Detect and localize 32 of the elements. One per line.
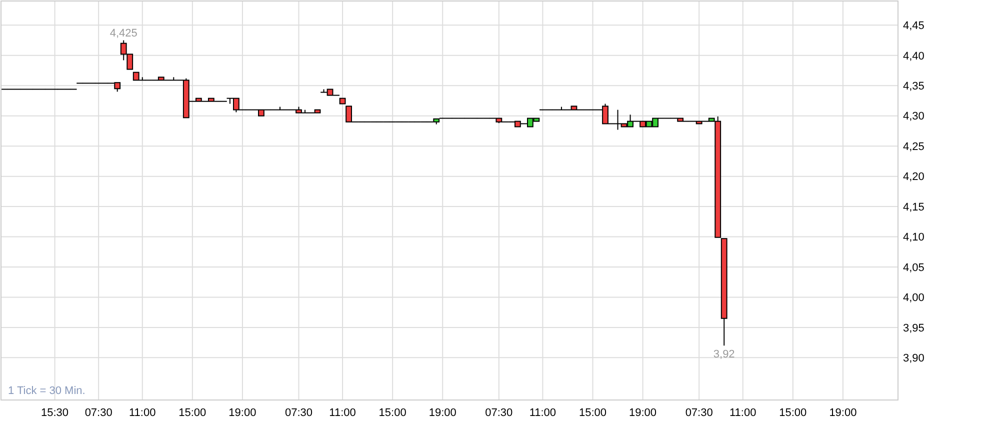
x-tick-label: 15:00 <box>578 406 607 419</box>
y-tick-label: 4,35 <box>903 80 924 92</box>
x-tick-label: 11:00 <box>730 406 756 419</box>
y-tick-label: 4,25 <box>903 140 924 153</box>
x-tick-label: 07:30 <box>284 406 313 419</box>
x-tick-label: 19:00 <box>428 406 456 419</box>
x-tick-label: 15:00 <box>178 406 206 419</box>
x-tick-label: 19:00 <box>829 406 857 419</box>
x-tick-label: 19:00 <box>228 406 256 419</box>
y-tick-label: 4,10 <box>903 232 924 244</box>
x-tick-label: 15:00 <box>378 406 406 419</box>
y-tick-label: 4,45 <box>903 20 924 32</box>
annotation: 3,92 <box>713 348 735 361</box>
annotation: 4,425 <box>110 27 138 40</box>
x-tick-label: 11:00 <box>529 406 556 419</box>
x-tick-label: 07:30 <box>685 406 713 419</box>
y-tick-label: 4,20 <box>903 171 924 184</box>
y-tick-label: 4,05 <box>903 262 924 274</box>
x-tick-label: 19:00 <box>629 406 657 419</box>
y-tick-label: 4,00 <box>903 292 924 304</box>
x-tick-label: 07:30 <box>84 406 112 419</box>
x-tick-label: 15:30 <box>41 406 69 419</box>
y-tick-label: 4,40 <box>903 50 924 62</box>
y-tick-label: 4,15 <box>903 201 924 214</box>
y-tick-label: 4,30 <box>903 110 924 123</box>
x-tick-label: 11:00 <box>329 406 356 419</box>
x-tick-label: 15:00 <box>779 406 807 419</box>
x-tick-label: 07:30 <box>485 406 513 419</box>
annotation: 1 Tick = 30 Min. <box>8 385 86 397</box>
y-tick-label: 3,90 <box>903 352 924 365</box>
y-tick-label: 3,95 <box>903 322 924 334</box>
x-tick-label: 11:00 <box>129 406 156 419</box>
